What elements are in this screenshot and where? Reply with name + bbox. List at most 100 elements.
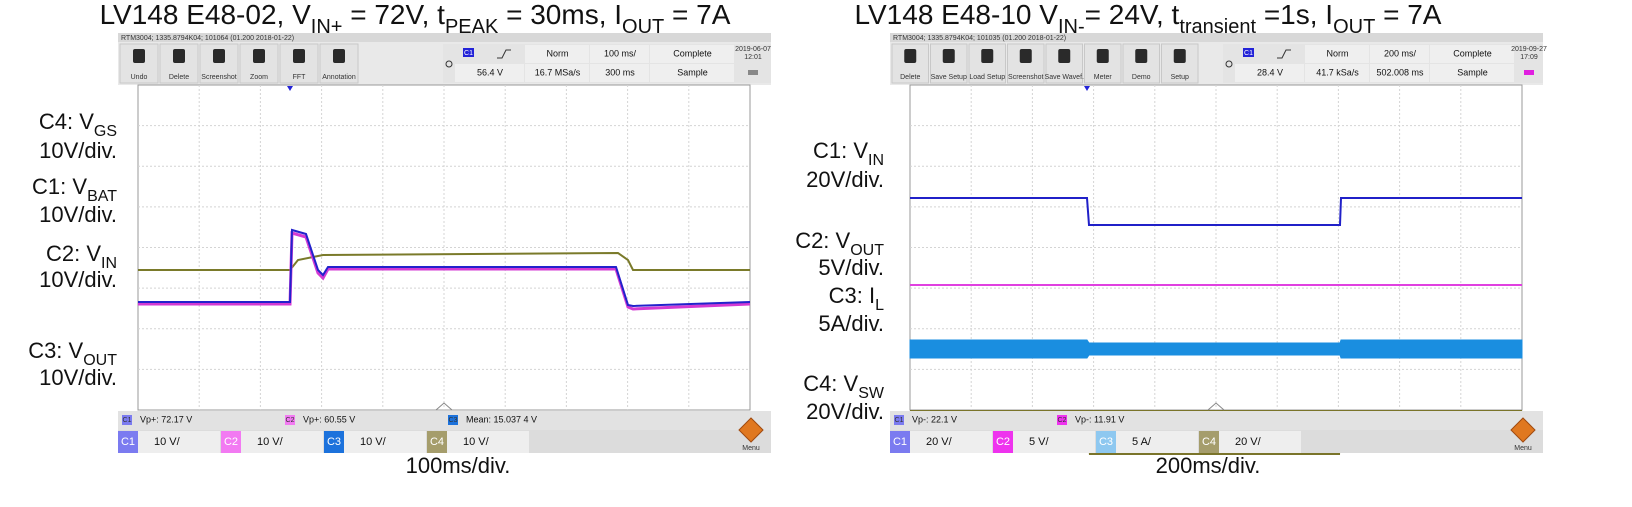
subscript: L — [875, 297, 884, 314]
channel-setting — [241, 431, 323, 453]
button-label: Delete — [169, 74, 189, 81]
button-icon — [1135, 49, 1148, 63]
channel-setting — [344, 431, 426, 453]
text-run: C3: I — [829, 283, 875, 308]
measurement: Vp-: 22.1 V — [912, 414, 957, 424]
channel-badge — [285, 415, 295, 425]
channel-tab[interactable] — [221, 431, 241, 453]
time: 17:09 — [1520, 54, 1538, 61]
text-run: LV148 E48-10 V — [855, 0, 1059, 30]
channel-tab[interactable] — [1096, 431, 1116, 453]
channel-tab[interactable] — [890, 431, 910, 453]
button-label: Zoom — [250, 74, 268, 81]
subscript: OUT — [83, 352, 117, 369]
text-run: C1: V — [32, 174, 87, 199]
channel-tab[interactable] — [427, 431, 447, 453]
setting-value: Complete — [673, 48, 712, 58]
toolbar-button[interactable] — [239, 43, 279, 84]
subscript: IN+ — [311, 16, 343, 38]
button-icon — [1096, 49, 1109, 63]
toolbar-button[interactable] — [1122, 43, 1160, 84]
measurement: Vp+: 72.17 V — [140, 414, 192, 424]
setting-value: 16.7 MSa/s — [535, 67, 581, 77]
channel-name: C4 — [1202, 436, 1216, 448]
channel-label: C1: VIN — [813, 138, 884, 169]
channel-scale: 10V/div. — [39, 267, 117, 292]
channel-label: C3: VOUT — [28, 338, 117, 369]
channel-scale: 20V/div. — [806, 399, 884, 424]
subscript: BAT — [87, 188, 117, 205]
channel-badge — [463, 48, 474, 57]
setting-cell — [1370, 64, 1429, 82]
text-run: C4: V — [803, 371, 858, 396]
channel-scale: 10V/div. — [39, 138, 117, 163]
button-label: Setup — [1171, 74, 1189, 81]
button-label: Delete — [900, 74, 920, 81]
text-run: =1s, I — [1256, 0, 1333, 30]
channel-setting — [138, 431, 220, 453]
measurement: Vp-: 11.91 V — [1075, 414, 1124, 424]
button-label: Save Setup — [931, 74, 967, 81]
channel-badge — [1243, 48, 1254, 57]
button-label: Save Wavef. — [1045, 74, 1084, 81]
instrument-info: RTM3004; 1335.8794K04; 101035 (01.200 20… — [893, 35, 1066, 42]
setting-value: Norm — [1327, 48, 1349, 58]
channel-badge — [122, 415, 132, 425]
text-run: = 24V, t — [1085, 0, 1180, 30]
menu-icon — [1510, 417, 1536, 443]
panel-title: LV148 E48-02, VIN+ = 72V, tPEAK = 30ms, … — [100, 0, 731, 38]
button-icon — [213, 49, 225, 63]
setting-value: 300 ms — [605, 67, 635, 77]
channel-label: C4: VGS — [39, 109, 117, 140]
channel-tab[interactable] — [118, 431, 138, 453]
setting-value: 28.4 V — [1257, 67, 1283, 77]
button-label: Load Setup — [969, 74, 1005, 81]
time: 12:01 — [744, 54, 762, 61]
channel-label: C2: VOUT — [795, 228, 884, 259]
button-label: FFT — [293, 74, 307, 81]
setting-value: Sample — [1457, 67, 1488, 77]
date: 2019-06-07 — [735, 46, 771, 53]
text-run: C2: V — [795, 228, 850, 253]
menu-label: Menu — [1514, 445, 1532, 452]
timebase-caption: 200ms/div. — [1156, 453, 1261, 478]
channel-badge — [448, 415, 458, 425]
setting-cell — [590, 45, 649, 63]
channel-tab[interactable] — [1199, 431, 1219, 453]
button-label: Meter — [1094, 74, 1113, 81]
setting-value: 41.7 kSa/s — [1316, 67, 1359, 77]
button-icon — [173, 49, 185, 63]
measurement-channel: C1 — [895, 417, 904, 424]
channel-tab[interactable] — [324, 431, 344, 453]
button-label: Undo — [131, 74, 148, 81]
date: 2019-09-27 — [1511, 46, 1547, 53]
channel-scale: 20V/div. — [806, 167, 884, 192]
channel-scale: 5A/div. — [818, 311, 884, 336]
setting-value: 100 ms/ — [604, 48, 637, 58]
button-icon — [1019, 49, 1032, 63]
subscript: OUT — [850, 242, 884, 259]
channel-scale: 10V/div. — [39, 365, 117, 390]
channel-scale-setting: 5 A/ — [1132, 436, 1152, 448]
button-icon — [293, 49, 305, 63]
subscript: PEAK — [445, 16, 499, 38]
channel-setting — [1219, 431, 1301, 453]
text-run: LV148 E48-02, V — [100, 0, 312, 30]
waveform — [138, 228, 751, 308]
instrument-info: RTM3004; 1335.8794K04; 101064 (01.200 20… — [121, 35, 294, 42]
setting-cell — [590, 64, 649, 82]
setting-cell — [650, 64, 734, 82]
subscript: transient — [1179, 16, 1256, 38]
measurement-channel: C2 — [1058, 417, 1067, 424]
info-bar — [118, 33, 771, 42]
measurement: Mean: 15.037 4 V — [466, 414, 537, 424]
button-label: Annotation — [322, 74, 356, 81]
channel-scale-setting: 10 V/ — [154, 436, 181, 448]
channel-tab[interactable] — [993, 431, 1013, 453]
trigger-marker — [287, 86, 293, 91]
edge-icon — [1277, 49, 1291, 59]
measurement-channel: C3 — [449, 417, 458, 424]
measurement-channel: C1 — [123, 417, 132, 424]
setting-value: Sample — [677, 67, 708, 77]
